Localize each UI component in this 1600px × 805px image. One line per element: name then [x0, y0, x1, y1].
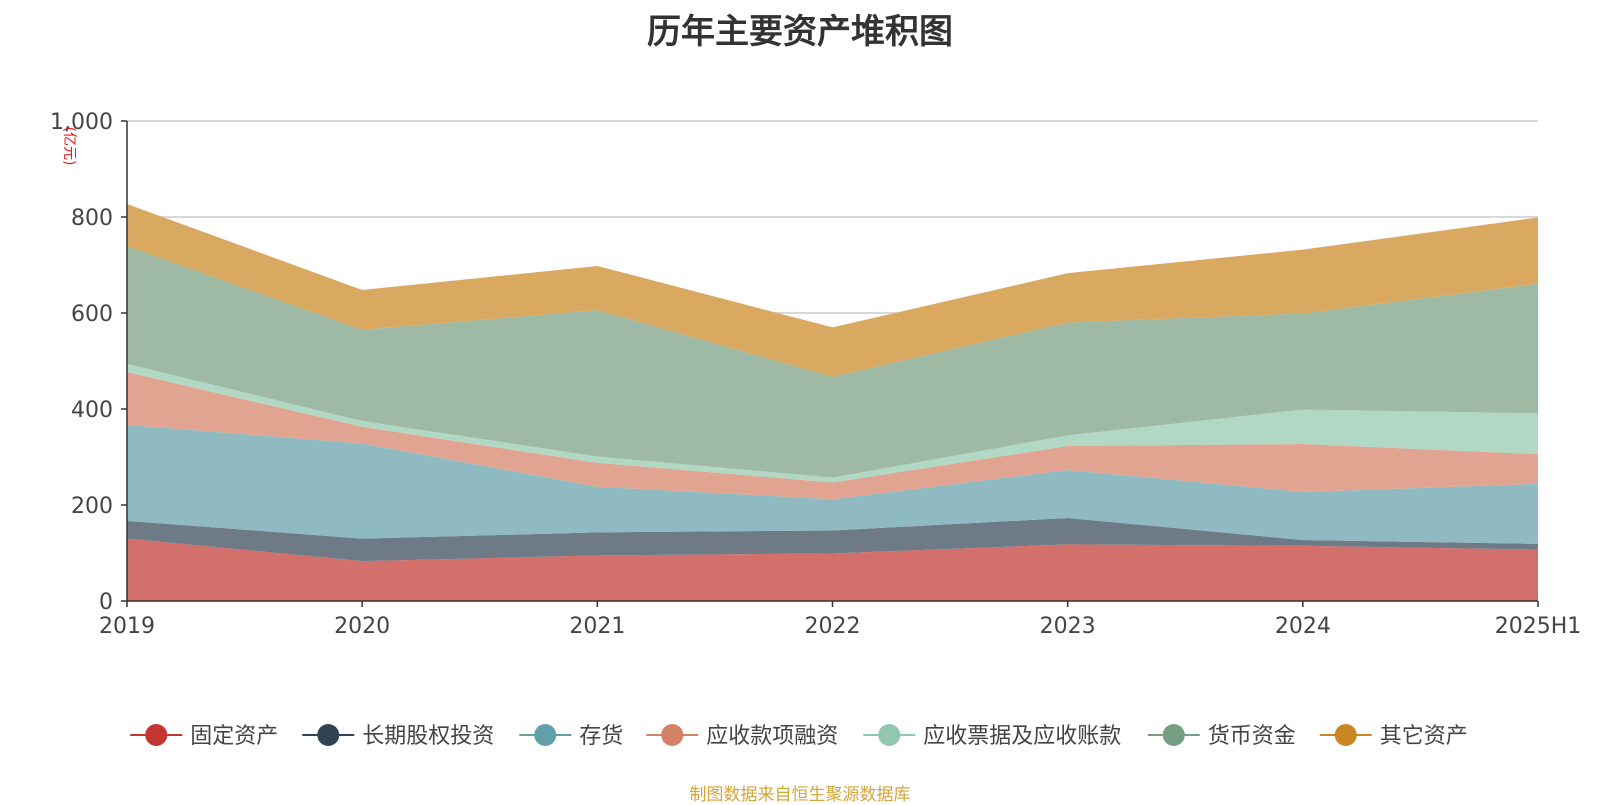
- area-layer: [127, 204, 1538, 601]
- x-tick-label: 2019: [99, 614, 155, 639]
- legend-marker: [661, 724, 684, 746]
- chart-title: 历年主要资产堆积图: [647, 12, 953, 52]
- y-unit-label: (亿元): [61, 127, 77, 166]
- legend-item-7: 其它资产: [1319, 724, 1468, 749]
- legend-label: 存货: [579, 724, 623, 749]
- legend-label: 固定资产: [190, 724, 278, 749]
- legend-label: 应收票据及应收账款: [923, 724, 1121, 749]
- legend-marker: [145, 724, 168, 746]
- legend-label: 应收款项融资: [706, 724, 838, 749]
- legend-item-3: 存货: [519, 724, 623, 749]
- legend-marker: [1334, 724, 1357, 746]
- x-tick-label: 2023: [1040, 614, 1096, 639]
- y-tick-label: 600: [71, 302, 113, 327]
- legend-marker: [534, 724, 557, 746]
- legend-marker: [1162, 724, 1185, 746]
- x-tick-label: 2024: [1275, 614, 1331, 639]
- y-tick-label: 400: [71, 398, 113, 423]
- y-tick-label: 800: [71, 206, 113, 231]
- axis-layer: 0 200 400 600 800 1,000(亿元) 2019 2020 2021 2022 20…: [50, 110, 1581, 639]
- area-5: [127, 363, 1538, 483]
- legend-label: 货币资金: [1208, 724, 1296, 749]
- x-tick-label: 2021: [569, 614, 625, 639]
- legend-item-6: 货币资金: [1147, 724, 1296, 749]
- legend-item-1: 固定资产: [130, 724, 278, 749]
- legend-marker: [878, 724, 901, 746]
- area-3: [127, 424, 1538, 544]
- area-7: [127, 204, 1538, 377]
- area-2: [127, 517, 1538, 562]
- y-tick-label: 1,000: [50, 110, 113, 135]
- legend-label: 其它资产: [1380, 724, 1468, 749]
- area-1: [127, 538, 1538, 601]
- legend-item-5: 应收票据及应收账款: [863, 724, 1121, 749]
- area-4: [127, 372, 1538, 500]
- legend-label: 长期股权投资: [362, 724, 494, 749]
- x-tick-label: 2022: [805, 614, 861, 639]
- x-tick-label: 2025H1: [1495, 614, 1582, 639]
- legend-layer: 固定资产 长期股权投资 存货 应收款项融资 应收票据及应收账款 货币资金 其它资产: [130, 724, 1468, 749]
- y-tick-label: 200: [71, 494, 113, 519]
- legend-item-4: 应收款项融资: [646, 724, 838, 749]
- legend-marker: [317, 724, 340, 746]
- x-tick-label: 2020: [334, 614, 390, 639]
- y-tick-label: 0: [99, 590, 113, 615]
- legend-item-2: 长期股权投资: [302, 724, 494, 749]
- area-6: [127, 246, 1538, 478]
- source-note: 制图数据来自恒生聚源数据库: [689, 785, 911, 805]
